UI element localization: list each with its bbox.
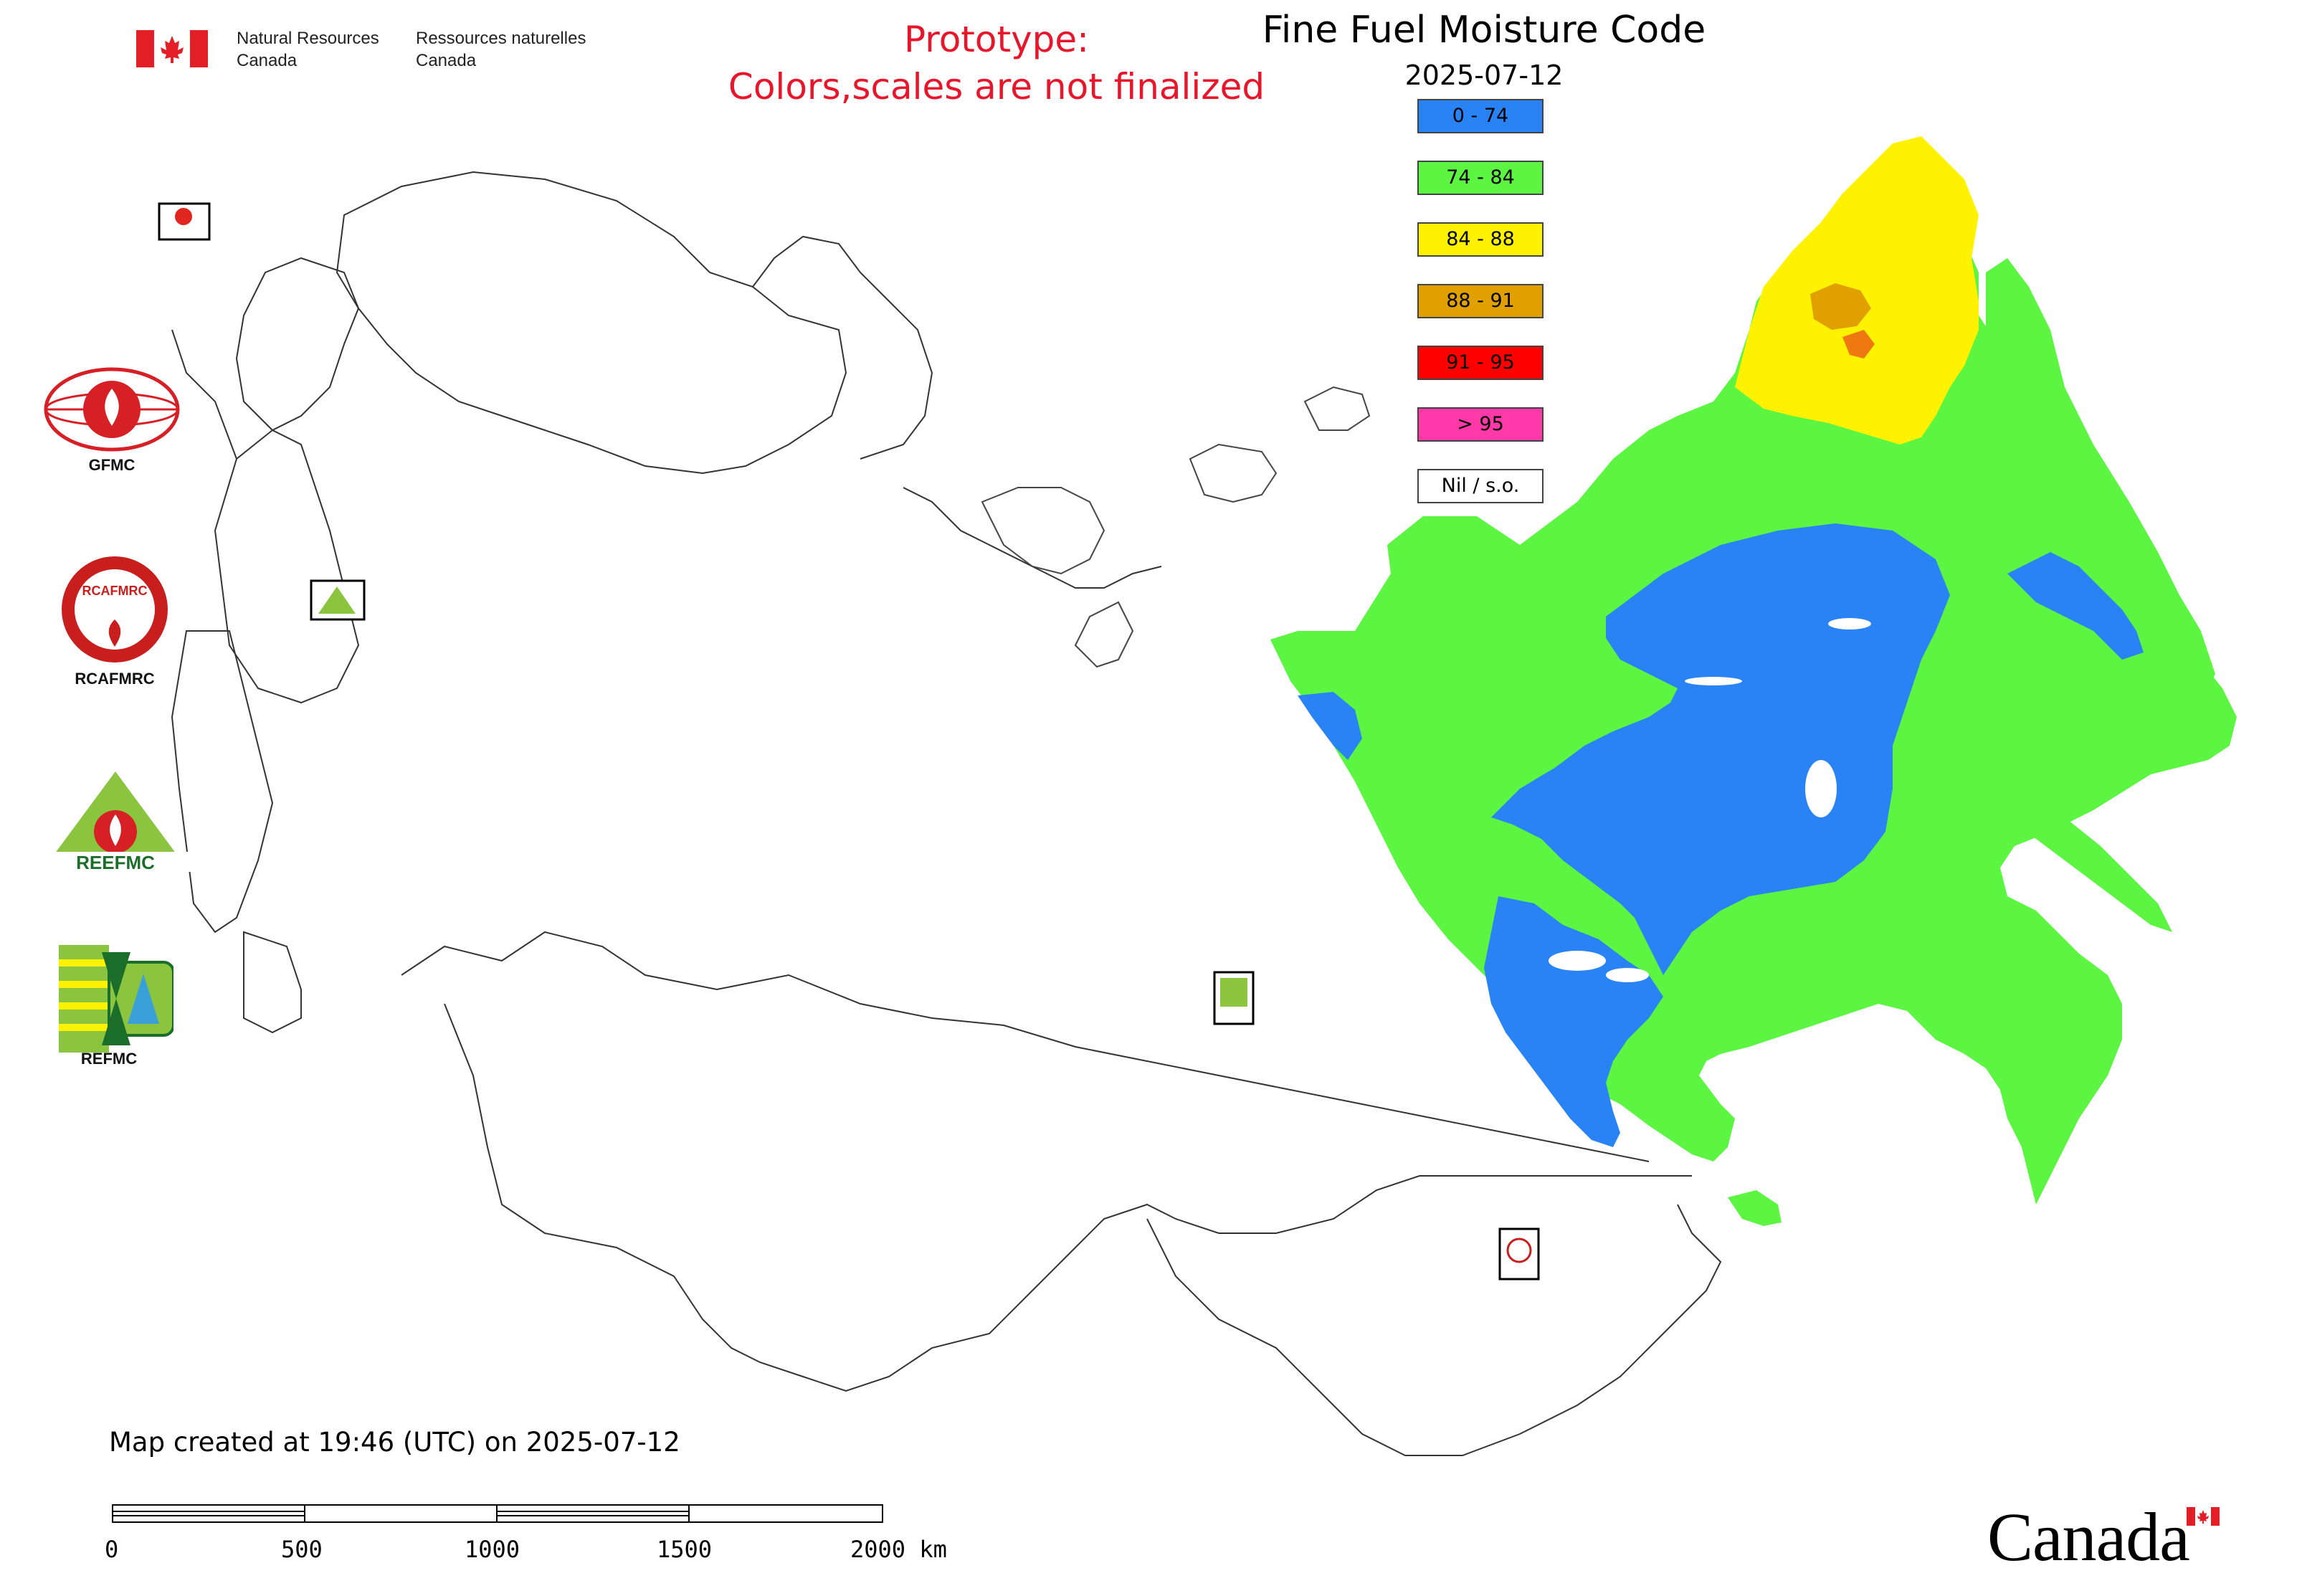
scale-label-2000: 2000 km (850, 1536, 947, 1563)
map-created-timestamp: Map created at 19:46 (UTC) on 2025-07-12 (109, 1427, 680, 1458)
ffmc-coverage-area (1270, 136, 2237, 1226)
ffmc-small-island (1728, 1190, 1782, 1226)
ffmc-nil-patches (1549, 618, 1906, 1040)
scale-label-1000: 1000 (465, 1536, 520, 1563)
ffmc-east-peninsula (1986, 258, 2215, 688)
map-marker-logos (158, 202, 1540, 1281)
legend-item-0: 0 - 74 (1417, 99, 1544, 133)
legend-item-4: 91 - 95 (1417, 346, 1544, 380)
gfmc-label: GFMC (88, 456, 135, 474)
prototype-notice: Prototype: Colors,scales are not finaliz… (617, 16, 1376, 110)
svg-text:RCAFMRC: RCAFMRC (82, 584, 148, 598)
ffmc-orange-patch-2 (1842, 330, 1875, 358)
gfmc-logo-icon (44, 367, 180, 452)
wordmark-flag-icon (2187, 1507, 2220, 1526)
scale-bar (112, 1504, 883, 1524)
ffmc-orange-patch (1810, 283, 1871, 330)
legend-item-2: 84 - 88 (1417, 222, 1544, 257)
rcafmrc-label: RCAFMRC (75, 670, 155, 688)
nrcan-en-line2: Canada (237, 51, 298, 70)
legend-item-6: Nil / s.o. (1417, 469, 1544, 503)
nrcan-french: Ressources naturelles Canada (416, 27, 586, 72)
legend-item-5: > 95 (1417, 407, 1544, 442)
scale-segment (688, 1504, 883, 1523)
legend-item-3: 88 - 91 (1417, 284, 1544, 318)
legend-label: 84 - 88 (1446, 228, 1515, 250)
nrcan-en-line1: Natural Resources (237, 29, 379, 48)
legend-label: 74 - 84 (1446, 166, 1515, 189)
ffmc-blue-east-peninsula (2007, 552, 2144, 660)
refmc-logo-icon (59, 945, 173, 1053)
map-date: 2025-07-12 (1404, 60, 1564, 91)
legend-label: 0 - 74 (1452, 105, 1509, 127)
admin-boundaries (171, 171, 1722, 1456)
scale-label-0: 0 (105, 1536, 119, 1563)
nrcan-fr-line1: Ressources naturelles (416, 29, 586, 48)
prototype-line2: Colors,scales are not finalized (728, 66, 1265, 108)
ffmc-blue-west (1298, 692, 1362, 760)
rcafmrc-marker (1498, 1227, 1540, 1281)
reefmc-logo-icon: REEFMC (39, 771, 192, 873)
legend-label: 91 - 95 (1446, 351, 1515, 374)
nrcan-fr-line2: Canada (416, 51, 477, 70)
refmc-label: REFMC (80, 1050, 138, 1068)
rcafmrc-logo-icon: RCAFMRC (62, 556, 168, 662)
arctic-islands (981, 386, 1371, 668)
canada-wordmark: Canada (1987, 1498, 2190, 1575)
scale-fill (112, 1511, 305, 1516)
ffmc-blue-south (1484, 896, 1663, 1147)
scale-label-500: 500 (281, 1536, 323, 1563)
legend-label: > 95 (1457, 413, 1504, 435)
prototype-line1: Prototype: (903, 19, 1090, 60)
legend-item-1: 74 - 84 (1417, 161, 1544, 195)
scale-segment (304, 1504, 498, 1523)
ffmc-island (2000, 796, 2172, 932)
ffmc-blue-region (1491, 523, 1950, 975)
map-title: Fine Fuel Moisture Code (1262, 9, 1706, 52)
nrcan-english: Natural Resources Canada (237, 27, 379, 72)
legend-label: 88 - 91 (1446, 290, 1515, 312)
scale-fill (496, 1511, 690, 1516)
legend-label: Nil / s.o. (1441, 475, 1520, 497)
nrcan-signature: Natural Resources Canada Ressources natu… (136, 27, 624, 77)
canada-flag-icon (136, 30, 208, 67)
svg-text:REEFMC: REEFMC (76, 852, 155, 873)
scale-label-1500: 1500 (657, 1536, 713, 1563)
